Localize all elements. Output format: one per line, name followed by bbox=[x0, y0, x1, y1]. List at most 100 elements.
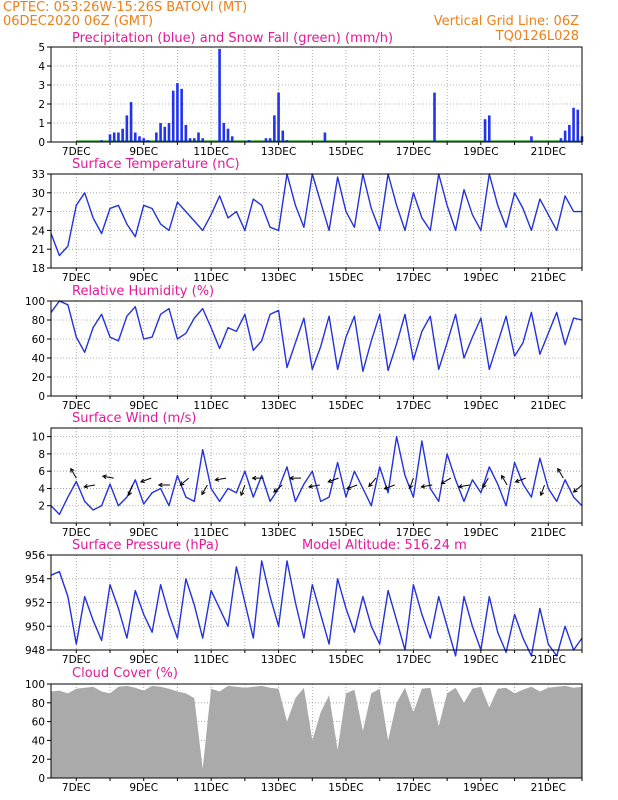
y-tick-label: 30 bbox=[32, 188, 45, 200]
wind-arrow bbox=[539, 484, 545, 497]
wind-arrow bbox=[201, 484, 208, 496]
y-tick-label: 40 bbox=[32, 353, 45, 365]
x-tick-label: 15DEC bbox=[328, 782, 363, 794]
x-tick-label: 19DEC bbox=[463, 400, 498, 412]
precip-bar bbox=[323, 132, 327, 142]
precip-bar bbox=[563, 130, 567, 142]
wind-arrow bbox=[514, 477, 526, 483]
precip-bar bbox=[171, 90, 175, 142]
x-tick-label: 11DEC bbox=[193, 400, 228, 412]
precip-bar bbox=[100, 140, 103, 142]
y-tick-label: 100 bbox=[25, 679, 45, 691]
series-line bbox=[50, 435, 583, 516]
wind-arrow bbox=[501, 474, 508, 486]
precip-bar bbox=[264, 138, 268, 142]
wind-arrow bbox=[440, 477, 452, 485]
y-tick-label: 4 bbox=[38, 61, 45, 73]
x-tick-label: 17DEC bbox=[396, 400, 431, 412]
x-tick-label: 21DEC bbox=[531, 272, 566, 284]
y-tick-label: 0 bbox=[38, 137, 45, 149]
x-tick-label: 11DEC bbox=[193, 782, 228, 794]
panel-frame bbox=[50, 300, 583, 397]
precip-bar bbox=[117, 132, 120, 142]
y-tick-label: 80 bbox=[32, 698, 45, 710]
panel-1: 0 1 2 3 4 5 7DEC 9DEC 11DEC 13DEC 15DEC 17DEC 19DEC 2… bbox=[38, 31, 584, 158]
panel-title: Relative Humidity (%) bbox=[72, 284, 214, 299]
x-tick-label: 17DEC bbox=[396, 527, 431, 539]
y-tick-label: 80 bbox=[32, 315, 45, 327]
y-tick-label: 1 bbox=[38, 118, 45, 130]
x-tick-label: 15DEC bbox=[328, 272, 363, 284]
panel-frame bbox=[50, 46, 583, 143]
x-tick-label: 9DEC bbox=[129, 146, 158, 158]
wind-arrow bbox=[383, 484, 395, 490]
wind-arrow bbox=[408, 477, 414, 490]
y-tick-label: 20 bbox=[32, 372, 45, 384]
wind-arrow bbox=[127, 484, 133, 497]
x-tick-label: 13DEC bbox=[261, 272, 296, 284]
precip-bar bbox=[268, 138, 272, 142]
series-line bbox=[50, 560, 583, 657]
x-tick-label: 13DEC bbox=[261, 400, 296, 412]
precip-bar bbox=[281, 130, 285, 142]
x-tick-label: 19DEC bbox=[463, 272, 498, 284]
precip-bar bbox=[222, 123, 226, 142]
y-tick-label: 5 bbox=[38, 42, 45, 54]
panel-title: Cloud Cover (%) bbox=[72, 666, 178, 681]
precip-bar bbox=[108, 134, 112, 142]
y-tick-label: 33 bbox=[32, 169, 45, 181]
precip-bar bbox=[559, 138, 563, 142]
y-tick-label: 20 bbox=[32, 754, 45, 766]
x-tick-label: 13DEC bbox=[261, 146, 296, 158]
precip-bar bbox=[487, 115, 491, 142]
precip-bar bbox=[572, 107, 575, 142]
precip-bar bbox=[285, 140, 289, 142]
x-tick-label: 15DEC bbox=[328, 654, 363, 666]
wind-arrow bbox=[179, 477, 190, 486]
precip-bar bbox=[218, 48, 221, 142]
y-tick-label: 956 bbox=[25, 550, 45, 562]
y-tick-label: 21 bbox=[32, 244, 45, 256]
precip-bar bbox=[163, 126, 167, 142]
wind-arrow bbox=[273, 484, 283, 493]
x-tick-label: 13DEC bbox=[261, 782, 296, 794]
precip-bar bbox=[230, 136, 234, 142]
x-tick-label: 11DEC bbox=[193, 146, 228, 158]
panel-6: 0 20 40 60 80 100 7DEC 9DEC 11DEC 13DEC 15DEC 17DEC… bbox=[25, 666, 583, 794]
x-tick-label: 15DEC bbox=[328, 400, 363, 412]
x-tick-label: 9DEC bbox=[129, 782, 158, 794]
precip-bar bbox=[155, 132, 158, 142]
y-tick-label: 954 bbox=[25, 574, 45, 586]
wind-arrow bbox=[420, 484, 433, 489]
series-line bbox=[50, 300, 583, 372]
panel-frame bbox=[50, 173, 583, 269]
precip-bar bbox=[176, 83, 179, 142]
x-tick-label: 17DEC bbox=[396, 654, 431, 666]
wind-arrow bbox=[139, 477, 152, 483]
precip-bar bbox=[483, 119, 487, 142]
y-tick-label: 2 bbox=[38, 501, 45, 513]
wind-arrow bbox=[307, 484, 320, 489]
precip-bar bbox=[192, 138, 196, 142]
y-tick-label: 100 bbox=[25, 296, 45, 308]
x-tick-label: 7DEC bbox=[62, 146, 91, 158]
wind-arrow bbox=[482, 477, 489, 489]
wind-arrow bbox=[101, 474, 114, 480]
y-tick-label: 0 bbox=[38, 773, 45, 785]
y-tick-label: 27 bbox=[32, 207, 45, 219]
precip-bar bbox=[201, 138, 205, 142]
panel-4: 2 4 6 8 10 7DEC 9DEC 11DEC 13DEC 15DEC 17DEC 19DEC 2… bbox=[32, 411, 583, 539]
header-run-time: 06DEC2020 06Z (GMT) bbox=[3, 14, 153, 29]
panel-3: 0 20 40 60 80 100 7DEC 9DEC 11DEC 13DEC 15DEC 17DEC… bbox=[25, 284, 583, 412]
x-tick-label: 15DEC bbox=[328, 527, 363, 539]
panel-title: Precipitation (blue) and Snow Fall (gree… bbox=[72, 31, 393, 46]
wind-arrow bbox=[368, 477, 377, 488]
x-tick-label: 17DEC bbox=[396, 146, 431, 158]
x-tick-label: 21DEC bbox=[531, 527, 566, 539]
x-tick-label: 9DEC bbox=[129, 654, 158, 666]
x-tick-label: 7DEC bbox=[62, 654, 91, 666]
wind-arrow bbox=[157, 482, 170, 488]
wind-arrow bbox=[457, 484, 470, 489]
y-tick-label: 60 bbox=[32, 334, 45, 346]
y-tick-label: 3 bbox=[38, 80, 45, 92]
